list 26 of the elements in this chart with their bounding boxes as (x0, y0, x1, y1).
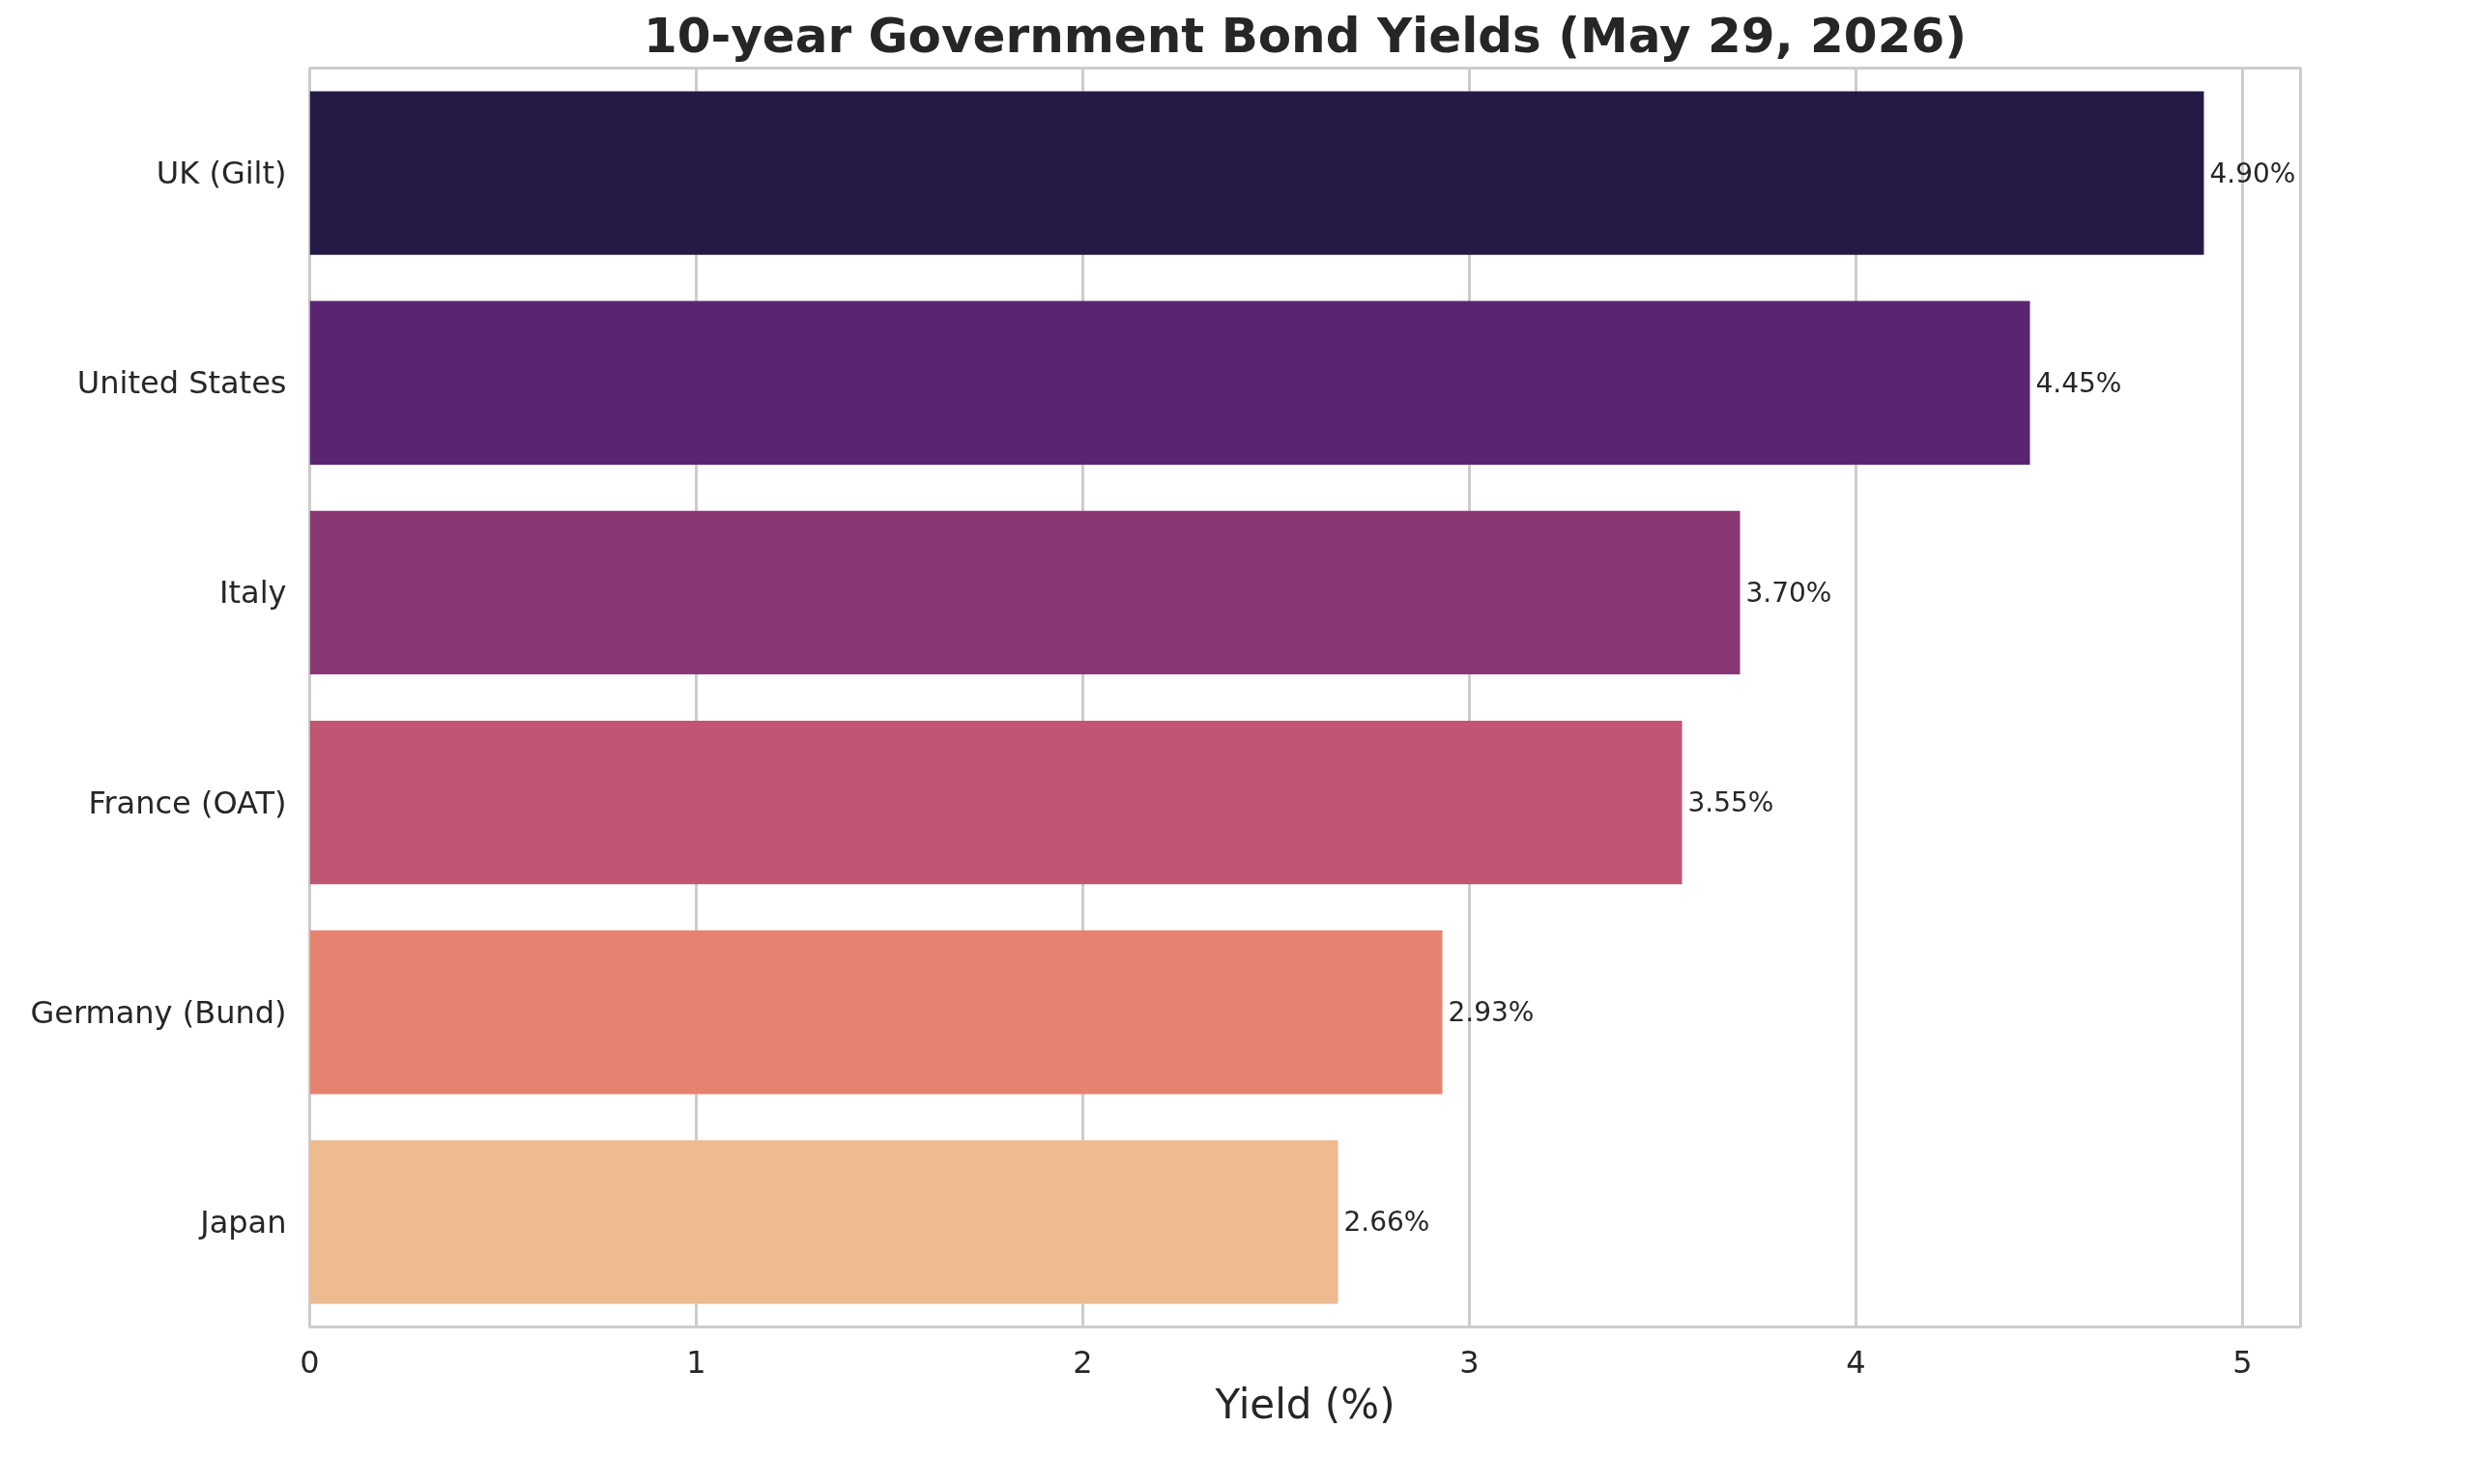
data-label: 4.45% (2035, 366, 2122, 399)
x-tick-label: 5 (2232, 1343, 2253, 1381)
data-label: 2.93% (1448, 996, 1535, 1029)
y-tick-label: Japan (198, 1203, 287, 1241)
bar (309, 300, 2030, 465)
data-label: 2.66% (1343, 1206, 1430, 1239)
y-tick-label: France (OAT) (88, 784, 287, 821)
x-tick-label: 0 (300, 1343, 320, 1381)
y-tick-label: United States (76, 364, 287, 402)
x-tick-label: 3 (1459, 1343, 1480, 1381)
x-tick-label: 4 (1846, 1343, 1866, 1381)
data-label: 3.55% (1687, 786, 1774, 819)
bar (309, 91, 2204, 255)
x-axis-title: Yield (%) (1214, 1380, 1395, 1428)
chart-title: 10-year Government Bond Yields (May 29, 2026) (643, 7, 1968, 64)
bar (309, 510, 1740, 675)
x-tick-label: 2 (1073, 1343, 1093, 1381)
bar (309, 720, 1683, 885)
y-tick-label: Germany (Bund) (30, 993, 287, 1031)
bar (309, 1140, 1338, 1304)
x-tick-label: 1 (686, 1343, 706, 1381)
data-label: 4.90% (2209, 157, 2296, 189)
y-tick-label: UK (Gilt) (156, 155, 287, 192)
y-tick-label: Italy (219, 574, 287, 612)
bar (309, 930, 1443, 1095)
data-label: 3.70% (1745, 576, 1832, 609)
